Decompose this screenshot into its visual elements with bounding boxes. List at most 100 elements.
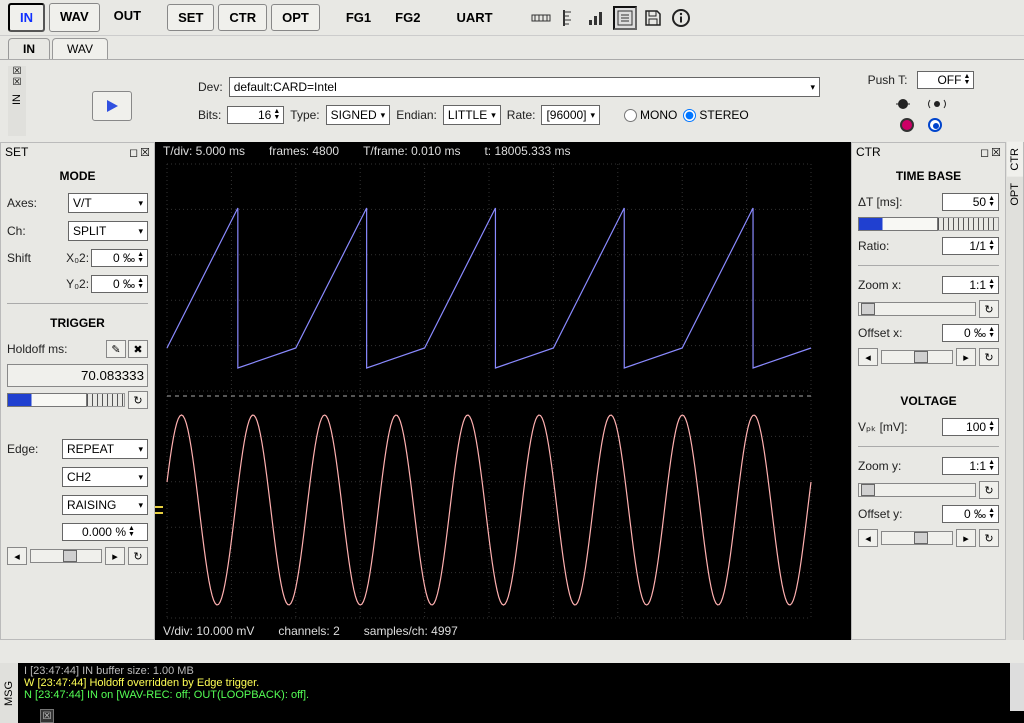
bits-spin[interactable]: ▲▼ [227,106,284,124]
voltage-title: VOLTAGE [858,390,999,412]
probe-ch2-icon [928,118,942,132]
offsetx-spin[interactable]: ▲▼ [942,324,999,342]
subtab-wav[interactable]: WAV [52,38,108,59]
fg-group: FG1 FG2 [336,5,431,30]
ch-combo[interactable]: SPLIT▾ [68,221,148,241]
console-scrollbar[interactable] [1010,663,1024,711]
y02-spin[interactable]: ▲▼ [91,275,148,293]
device-bar: ☒ ☒ IN Dev: default:CARD=Intel▾ Bits: ▲▼… [0,60,1024,142]
console[interactable]: I [23:47:44] IN buffer size: 1.00 MBW [2… [18,663,1024,723]
ruler-icon[interactable] [557,6,581,30]
mode-group-panels: SET CTR OPT [167,4,320,31]
dt-slider[interactable] [858,217,938,231]
fg2-button[interactable]: FG2 [385,5,430,30]
uart-button[interactable]: UART [446,5,502,30]
x02-spin[interactable]: ▲▼ [91,249,148,267]
probe-stereo-icon [926,97,948,114]
set-title: SET [5,145,28,159]
sidebar-close-2[interactable]: ☒ [13,77,22,88]
opt-button[interactable]: OPT [271,4,320,31]
edge-left-icon[interactable]: ◂ [7,547,27,565]
stereo-radio[interactable]: STEREO [683,108,748,122]
scope-header: T/div: 5.000 ms frames: 4800 T/frame: 0.… [155,142,851,160]
push-label: Push T: [868,73,908,87]
ctr-panel-head: CTR ◻☒ [852,143,1005,161]
holdoff-field[interactable] [7,364,148,387]
scope-canvas[interactable] [155,160,851,622]
scope-tdiv: T/div: 5.000 ms [163,144,245,158]
sidebar-in-tab[interactable]: IN [9,88,25,111]
offsetx-reset-icon[interactable]: ↻ [979,348,999,366]
edge-label: Edge: [7,442,38,456]
notes-icon[interactable] [613,6,637,30]
zoomx-spin[interactable]: ▲▼ [942,276,999,294]
mode-group-input: IN WAV OUT [8,3,151,32]
fg1-button[interactable]: FG1 [336,5,381,30]
dt-spin[interactable]: ▲▼ [942,193,999,211]
axes-combo[interactable]: V/T▾ [68,193,148,213]
edge-reset-icon[interactable]: ↻ [128,547,148,565]
offsety-spin[interactable]: ▲▼ [942,505,999,523]
offsety-left-icon[interactable]: ◂ [858,529,878,547]
push-spin[interactable]: ▲▼ [917,71,974,89]
type-combo[interactable]: SIGNED▾ [326,105,391,125]
edge-right-icon[interactable]: ▸ [105,547,125,565]
offsety-reset-icon[interactable]: ↻ [979,529,999,547]
endian-combo[interactable]: LITTLE▾ [443,105,501,125]
ctr-close-icon[interactable]: ☒ [991,146,1001,159]
offsetx-slider[interactable] [881,350,953,364]
edge-level-spin[interactable]: ▲▼ [62,523,148,541]
measure-icon[interactable] [529,6,553,30]
scope-channels: channels: 2 [278,624,339,638]
set-panel-head: SET ◻☒ [1,143,154,161]
info-icon[interactable] [669,6,693,30]
right-tab-opt[interactable]: OPT [1007,177,1023,212]
zoomx-label: Zoom x: [858,278,901,292]
axes-label: Axes: [7,196,37,210]
ctr-detach-icon[interactable]: ◻ [980,146,989,159]
right-tab-ctr[interactable]: CTR [1007,142,1023,177]
zoomy-reset-icon[interactable]: ↻ [979,481,999,499]
mono-radio[interactable]: MONO [624,108,677,122]
set-button[interactable]: SET [167,4,214,31]
console-close-icon[interactable]: ☒ [40,709,54,723]
edge-slope-combo[interactable]: RAISING▾ [62,495,148,515]
holdoff-cancel-icon[interactable]: ✖ [128,340,148,358]
rate-combo[interactable]: [96000]▾ [541,105,600,125]
zoomx-slider[interactable] [858,302,976,316]
y02-label: Y₀2: [66,277,89,291]
subtab-in[interactable]: IN [8,38,50,59]
edge-ch-combo[interactable]: CH2▾ [62,467,148,487]
tab-out-button[interactable]: OUT [104,3,151,32]
save-icon[interactable] [641,6,665,30]
scope-footer: V/div: 10.000 mV channels: 2 samples/ch:… [155,622,851,640]
set-detach-icon[interactable]: ◻ [129,146,138,159]
offsety-right-icon[interactable]: ▸ [956,529,976,547]
holdoff-reset-icon[interactable]: ↻ [128,391,148,409]
tab-in-button[interactable]: IN [8,3,45,32]
edge-repeat-combo[interactable]: REPEAT▾ [62,439,148,459]
levels-icon[interactable] [585,6,609,30]
edge-slider[interactable] [30,549,102,563]
offsetx-right-icon[interactable]: ▸ [956,348,976,366]
ratio-label: Ratio: [858,239,889,253]
dev-combo[interactable]: default:CARD=Intel▾ [229,77,820,97]
play-button[interactable] [92,91,132,121]
zoomy-spin[interactable]: ▲▼ [942,457,999,475]
holdoff-edit-icon[interactable]: ✎ [106,340,126,358]
ctr-button[interactable]: CTR [218,4,267,31]
msg-tab[interactable]: MSG [0,663,18,723]
holdoff-slider[interactable] [7,393,87,407]
zoomx-reset-icon[interactable]: ↻ [979,300,999,318]
ctr-panel: CTR ◻☒ TIME BASE ΔT [ms]:▲▼ Ratio:▲▼ Zoo… [851,142,1006,640]
offsetx-left-icon[interactable]: ◂ [858,348,878,366]
sidebar-close-1[interactable]: ☒ [13,66,22,77]
offsety-slider[interactable] [881,531,953,545]
zoomy-slider[interactable] [858,483,976,497]
bits-label: Bits: [198,108,221,122]
set-close-icon[interactable]: ☒ [140,146,150,159]
ctr-title: CTR [856,145,881,159]
ratio-spin[interactable]: ▲▼ [942,237,999,255]
tab-wav-button[interactable]: WAV [49,3,100,32]
vpk-spin[interactable]: ▲▼ [942,418,999,436]
